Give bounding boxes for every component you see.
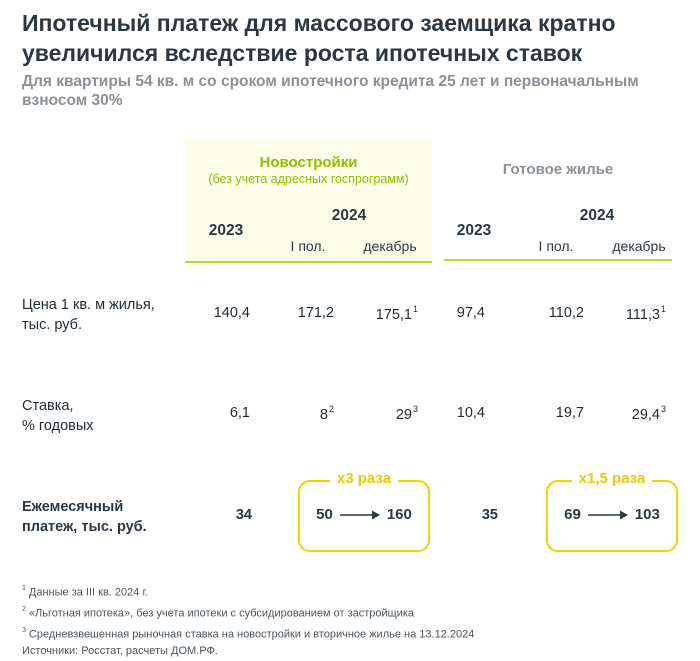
footnote-ref-3: 3	[660, 404, 666, 414]
footnote-ref-3: 3	[412, 404, 418, 414]
footnote-3-mark: 3	[22, 627, 26, 634]
gz-payment-to: 103	[634, 506, 660, 523]
footnote-3: 3 Средневзвешенная рыночная ставка на нов…	[22, 625, 474, 642]
footnote-ref-1: 1	[660, 304, 666, 314]
arrow-right-icon	[587, 510, 628, 519]
secondary-title: Готовое жилье	[502, 161, 614, 178]
arrow-right-icon	[339, 510, 380, 519]
page-title: Ипотечный платеж для массового заемщика …	[22, 10, 616, 66]
payment-label-line1: Ежемесячный	[22, 499, 124, 515]
nb-payment-from: 50	[316, 506, 333, 523]
price-nb-h1: 171,2	[297, 305, 334, 321]
nb-year-2023: 2023	[208, 222, 244, 239]
rate-nb-dec-value: 29	[395, 406, 412, 423]
rate-gz-dec: 29,43	[596, 404, 666, 423]
sources-note: Источники: Росстат, расчеты ДОМ.РФ.	[22, 645, 218, 657]
nb-multiplier-badge: x3 раза	[329, 470, 399, 488]
rate-gz-2023: 10,4	[456, 405, 485, 421]
new-buildings-title: Новостройки	[259, 154, 358, 171]
price-gz-h1: 110,2	[548, 305, 584, 321]
rate-gz-dec-value: 29,4	[631, 406, 660, 423]
payment-label-line2: платеж, тыс. руб.	[22, 519, 147, 535]
gz-sub-h1: I пол.	[538, 238, 574, 254]
price-label-line1: Цена 1 кв. м жилья,	[22, 297, 155, 313]
gz-payment-change: 69 103	[548, 506, 676, 523]
secondary-underline	[444, 259, 672, 261]
footnote-2-text: «Льготная ипотека», без учета ипотеки с …	[28, 607, 415, 620]
footnote-1-text: Данные за III кв. 2024 г.	[28, 586, 149, 599]
footnote-2: 2 «Льготная ипотека», без учета ипотеки с…	[22, 604, 414, 621]
gz-year-2024: 2024	[579, 207, 615, 224]
price-gz-dec-value: 111,3	[625, 306, 660, 323]
rate-label-line1: Ставка,	[22, 398, 74, 414]
price-gz-dec: 111,31	[596, 304, 666, 323]
payment-nb-2023: 34	[235, 507, 252, 523]
nb-payment-highlight	[298, 480, 430, 552]
payment-row-label: Ежемесячный платеж, тыс. руб.	[22, 497, 192, 537]
rate-row-label: Ставка, % годовых	[22, 396, 192, 436]
price-nb-dec: 175,11	[348, 304, 418, 323]
new-buildings-subtitle: (без учета адресных госпрограмм)	[208, 172, 409, 186]
footnote-3-text: Средневзвешенная рыночная ставка на ново…	[28, 628, 475, 641]
footnote-1: 1 Данные за III кв. 2024 г.	[22, 583, 148, 600]
gz-year-2023: 2023	[456, 222, 492, 239]
nb-sub-dec: декабрь	[363, 238, 417, 254]
rate-nb-2023: 6,1	[229, 405, 250, 421]
gz-multiplier-badge: x1,5 раза	[571, 470, 653, 488]
rate-nb-h1-value: 8	[319, 406, 328, 423]
price-gz-2023: 97,4	[456, 305, 485, 321]
footnote-2-mark: 2	[22, 606, 26, 613]
rate-gz-h1: 19,7	[555, 405, 584, 421]
nb-sub-h1: I пол.	[290, 238, 326, 254]
footnote-ref-1: 1	[412, 304, 418, 314]
nb-payment-change: 50 160	[300, 506, 428, 523]
nb-multiplier-wrap: x3 раза	[298, 470, 430, 488]
price-nb-dec-value: 175,1	[375, 306, 412, 323]
payment-gz-2023: 35	[481, 507, 498, 523]
rate-label-line2: % годовых	[22, 418, 94, 434]
gz-payment-from: 69	[564, 506, 581, 523]
gz-multiplier-wrap: x1,5 раза	[546, 470, 678, 488]
nb-year-2024: 2024	[331, 207, 367, 224]
price-row-label: Цена 1 кв. м жилья, тыс. руб.	[22, 295, 192, 335]
footnote-1-mark: 1	[22, 585, 26, 592]
price-nb-2023: 140,4	[213, 305, 250, 321]
nb-payment-to: 160	[386, 506, 412, 523]
rate-nb-h1: 82	[264, 404, 334, 423]
page-subtitle: Для квартиры 54 кв. м со сроком ипотечно…	[22, 73, 639, 109]
gz-sub-dec: декабрь	[612, 238, 666, 254]
footnote-ref-2: 2	[328, 404, 334, 414]
price-label-line2: тыс. руб.	[22, 317, 83, 333]
rate-nb-dec: 293	[348, 404, 418, 423]
new-buildings-panel	[185, 140, 432, 263]
